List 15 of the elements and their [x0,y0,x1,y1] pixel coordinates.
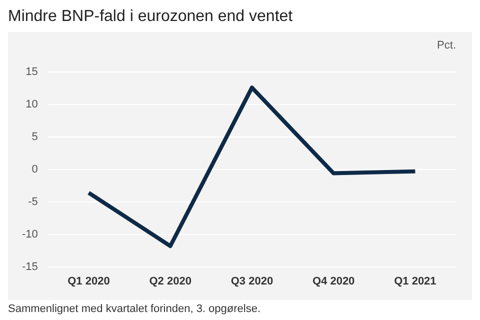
y-tick-label: 10 [26,98,38,110]
y-tick-label: 0 [32,163,38,176]
y-tick-label: -10 [22,228,38,240]
x-tick-label: Q2 2020 [149,275,192,288]
x-tick-label: Q4 2020 [312,275,355,288]
y-tick-label: 15 [26,66,38,78]
y-tick-label: -15 [22,260,38,273]
y-axis-title: Pct. [437,40,456,52]
text: Sammenlignet med kvartalet forinden, 3. opgørelse. [8,303,262,315]
x-tick-label: Q1 2020 [68,275,110,288]
y-tick-label: -5 [28,196,38,208]
x-tick-label: Q3 2020 [230,275,274,288]
y-tick-label: 5 [32,130,38,143]
x-tick-label: Q1 2021 [394,275,436,288]
chart-title: Mindre BNP-fald i eurozonen end ventet [8,8,294,26]
